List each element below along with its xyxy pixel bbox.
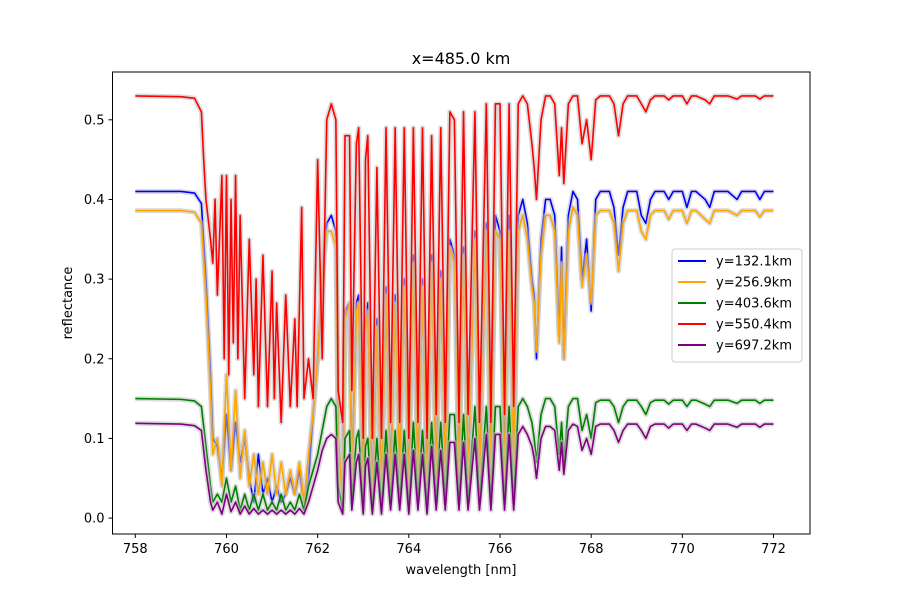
x-tick-label: 772: [761, 542, 786, 557]
series-line-3: [135, 95, 774, 440]
x-tick-label: 760: [214, 542, 239, 557]
y-tick-label: 0.4: [84, 193, 105, 208]
series-line-2: [135, 397, 774, 511]
y-axis-label: reflectance: [61, 267, 76, 340]
series-line-4: [135, 422, 774, 515]
y-tick-label: 0.3: [84, 273, 105, 288]
y-tick-label: 0.2: [84, 352, 105, 367]
x-tick-label: 758: [123, 542, 148, 557]
y-axis: 0.0 0.1 0.2 0.3 0.4 0.5: [84, 113, 113, 527]
chart-title: x=485.0 km: [412, 49, 511, 68]
legend-label: y=132.1km: [716, 255, 792, 270]
x-tick-label: 766: [488, 542, 513, 557]
legend-label: y=403.6km: [716, 297, 792, 312]
x-tick-label: 762: [305, 542, 330, 557]
legend-label: y=697.2km: [716, 339, 792, 354]
legend-box: [671, 248, 803, 363]
axes-frame: [112, 71, 811, 535]
x-tick-label: 768: [579, 542, 604, 557]
legend-label: y=550.4km: [716, 318, 792, 333]
y-tick-label: 0.5: [84, 113, 105, 128]
x-axis: 758 760 762 764 766 768 770 772: [123, 534, 786, 557]
series-layer: [135, 93, 774, 517]
x-tick-label: 764: [396, 542, 421, 557]
x-axis-label: wavelength [nm]: [406, 563, 517, 578]
x-tick-label: 770: [670, 542, 695, 557]
legend-label: y=256.9km: [716, 276, 792, 291]
y-tick-label: 0.1: [84, 432, 105, 447]
legend: y=132.1km y=256.9km y=403.6km y=550.4km y=69…: [671, 248, 803, 363]
y-tick-label: 0.0: [84, 512, 105, 527]
